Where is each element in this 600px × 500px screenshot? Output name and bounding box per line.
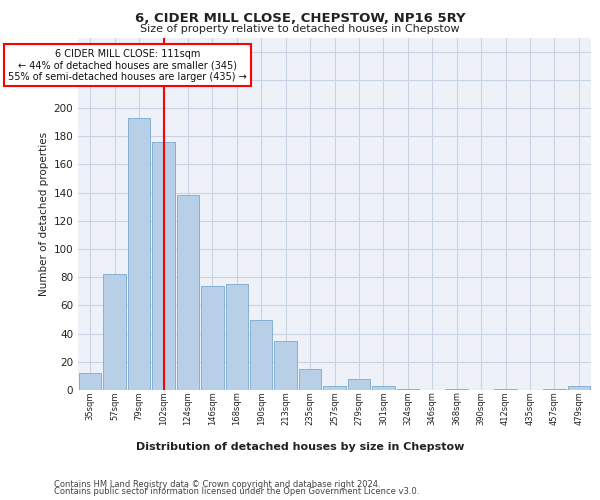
Bar <box>445 388 468 390</box>
Bar <box>372 386 395 390</box>
Text: Contains HM Land Registry data © Crown copyright and database right 2024.: Contains HM Land Registry data © Crown c… <box>54 480 380 489</box>
Bar <box>494 388 517 390</box>
Bar <box>79 373 101 390</box>
Y-axis label: Number of detached properties: Number of detached properties <box>39 132 49 296</box>
Bar <box>568 386 590 390</box>
Bar <box>128 118 151 390</box>
Text: 6 CIDER MILL CLOSE: 111sqm
← 44% of detached houses are smaller (345)
55% of sem: 6 CIDER MILL CLOSE: 111sqm ← 44% of deta… <box>8 49 247 82</box>
Bar <box>397 388 419 390</box>
Bar <box>347 378 370 390</box>
Bar <box>274 340 297 390</box>
Text: Distribution of detached houses by size in Chepstow: Distribution of detached houses by size … <box>136 442 464 452</box>
Bar <box>226 284 248 390</box>
Text: 6, CIDER MILL CLOSE, CHEPSTOW, NP16 5RY: 6, CIDER MILL CLOSE, CHEPSTOW, NP16 5RY <box>134 12 466 26</box>
Bar <box>152 142 175 390</box>
Bar <box>323 386 346 390</box>
Bar <box>543 388 566 390</box>
Bar <box>250 320 272 390</box>
Bar <box>201 286 224 390</box>
Text: Size of property relative to detached houses in Chepstow: Size of property relative to detached ho… <box>140 24 460 34</box>
Bar <box>299 369 322 390</box>
Text: Contains public sector information licensed under the Open Government Licence v3: Contains public sector information licen… <box>54 487 419 496</box>
Bar <box>176 196 199 390</box>
Bar <box>103 274 126 390</box>
